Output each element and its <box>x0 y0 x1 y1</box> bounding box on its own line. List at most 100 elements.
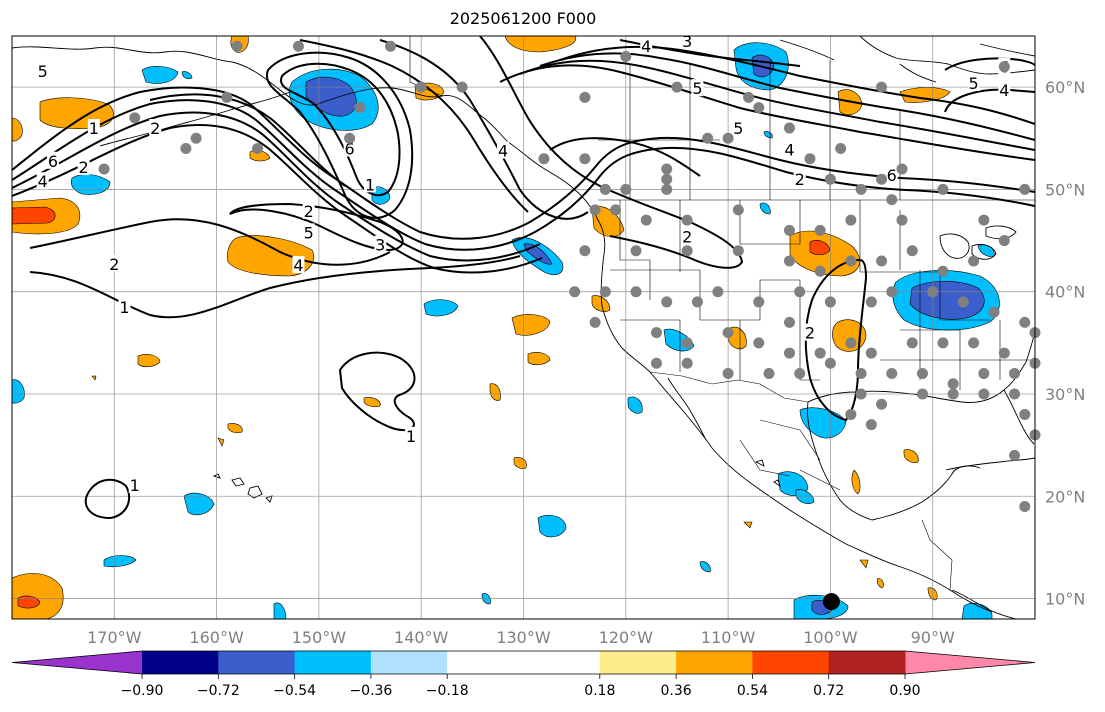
station-dot <box>732 204 744 216</box>
lon-tick-label: 120°W <box>599 628 654 647</box>
colorbar-bin <box>599 651 677 674</box>
contour-label: 4 <box>498 142 508 161</box>
florida <box>1003 389 1035 445</box>
orange-anomaly <box>504 36 577 53</box>
contour-label: 2 <box>109 255 119 274</box>
station-dot <box>835 143 847 155</box>
station-dot <box>681 357 693 369</box>
colorbar-tick-label: 0.54 <box>737 683 768 699</box>
station-dot <box>344 132 356 144</box>
contour-label: 2 <box>795 170 805 189</box>
contour-label: 6 <box>344 140 354 159</box>
lat-tick-label: 40°N <box>1045 283 1085 302</box>
station-dot <box>896 214 908 226</box>
station-dot <box>896 163 908 175</box>
cyan-anomaly <box>759 202 771 215</box>
cyan-anomaly <box>71 174 111 195</box>
colorbar-tick-label: 0.18 <box>584 683 615 699</box>
orange-anomaly <box>591 295 611 312</box>
red-anomaly <box>17 595 41 609</box>
cyan-anomaly <box>627 396 643 414</box>
orange-anomaly <box>876 577 884 589</box>
anomaly-shading <box>12 36 1000 619</box>
station-dot <box>610 204 622 216</box>
cyan-anomaly <box>103 555 137 568</box>
station-dot <box>579 245 591 257</box>
colorbar-tick-label: 0.36 <box>661 683 692 699</box>
station-dot <box>876 255 888 267</box>
contour-label-bg <box>87 119 100 137</box>
contour-line <box>549 137 701 177</box>
gulf-west-coast <box>807 401 873 521</box>
bc-coast <box>507 141 606 255</box>
station-dot <box>845 214 857 226</box>
contour-label: 1 <box>130 476 140 495</box>
colorbar-low-extend <box>12 651 142 674</box>
station-dot <box>620 50 632 62</box>
lon-tick-label: 90°W <box>911 628 955 647</box>
contour-line <box>559 45 1035 125</box>
station-dot <box>180 143 192 155</box>
contour-line <box>299 39 529 213</box>
contour-label-bg <box>302 201 315 219</box>
cyan-anomaly <box>537 515 567 538</box>
orange-anomaly <box>227 423 243 434</box>
central-america <box>951 589 1017 619</box>
colorbar-bin <box>828 651 906 674</box>
station-dot <box>661 173 673 185</box>
contour-label-bg <box>36 172 49 190</box>
colorbar-bin <box>370 651 448 674</box>
lon-tick-label: 150°W <box>292 628 347 647</box>
station-dot <box>865 296 877 308</box>
station-dot <box>354 102 366 114</box>
station-dot <box>824 173 836 185</box>
contour-label-bg <box>783 140 796 158</box>
station-dot <box>712 286 724 298</box>
contour-label: 4 <box>641 37 651 56</box>
orange-anomaly <box>137 354 161 368</box>
lat-tick-label: 20°N <box>1045 487 1085 506</box>
station-dot <box>702 132 714 144</box>
lon-tick-label: 100°W <box>803 628 858 647</box>
contour-line <box>29 218 391 266</box>
station-dot <box>753 296 765 308</box>
station-dot <box>947 388 959 400</box>
station-dot <box>886 286 898 298</box>
aleutian-chain <box>99 91 291 147</box>
station-dot <box>538 153 550 165</box>
contour-label-bg <box>732 119 745 137</box>
contour-label-bg <box>343 139 356 157</box>
station-dot <box>865 419 877 431</box>
contour-line <box>499 64 1035 161</box>
contour-line <box>149 93 346 187</box>
station-dot <box>722 327 734 339</box>
cyan-anomaly <box>799 407 847 439</box>
colorbar-high-extend <box>905 651 1035 674</box>
contour-label-bg <box>497 141 510 159</box>
contour-label-bg <box>46 151 59 169</box>
colorbar-tick-label: −0.18 <box>426 683 469 699</box>
station-dot <box>998 61 1010 73</box>
station-dot <box>968 255 980 267</box>
contour-label-bg <box>364 175 377 193</box>
station-dot <box>763 368 775 380</box>
station-dot <box>722 132 734 144</box>
station-dot <box>886 194 898 206</box>
station-dot <box>794 368 806 380</box>
contour-label: 5 <box>304 223 314 242</box>
station-dot <box>865 347 877 359</box>
cyan-anomaly <box>423 299 459 317</box>
contour-line <box>229 202 404 252</box>
cuba <box>945 457 1035 471</box>
contour-label: 4 <box>293 256 303 275</box>
station-dot <box>794 286 806 298</box>
contour-label: 4 <box>784 141 794 160</box>
contour-label-bg <box>118 298 131 316</box>
contour-label: 4 <box>999 81 1009 100</box>
station-markers <box>98 40 1041 512</box>
contour-label: 5 <box>38 62 48 81</box>
station-dot <box>937 265 949 277</box>
lat-tick-label: 10°N <box>1045 590 1085 609</box>
contour-label-bg <box>803 323 816 341</box>
contour-label: 1 <box>365 175 375 194</box>
